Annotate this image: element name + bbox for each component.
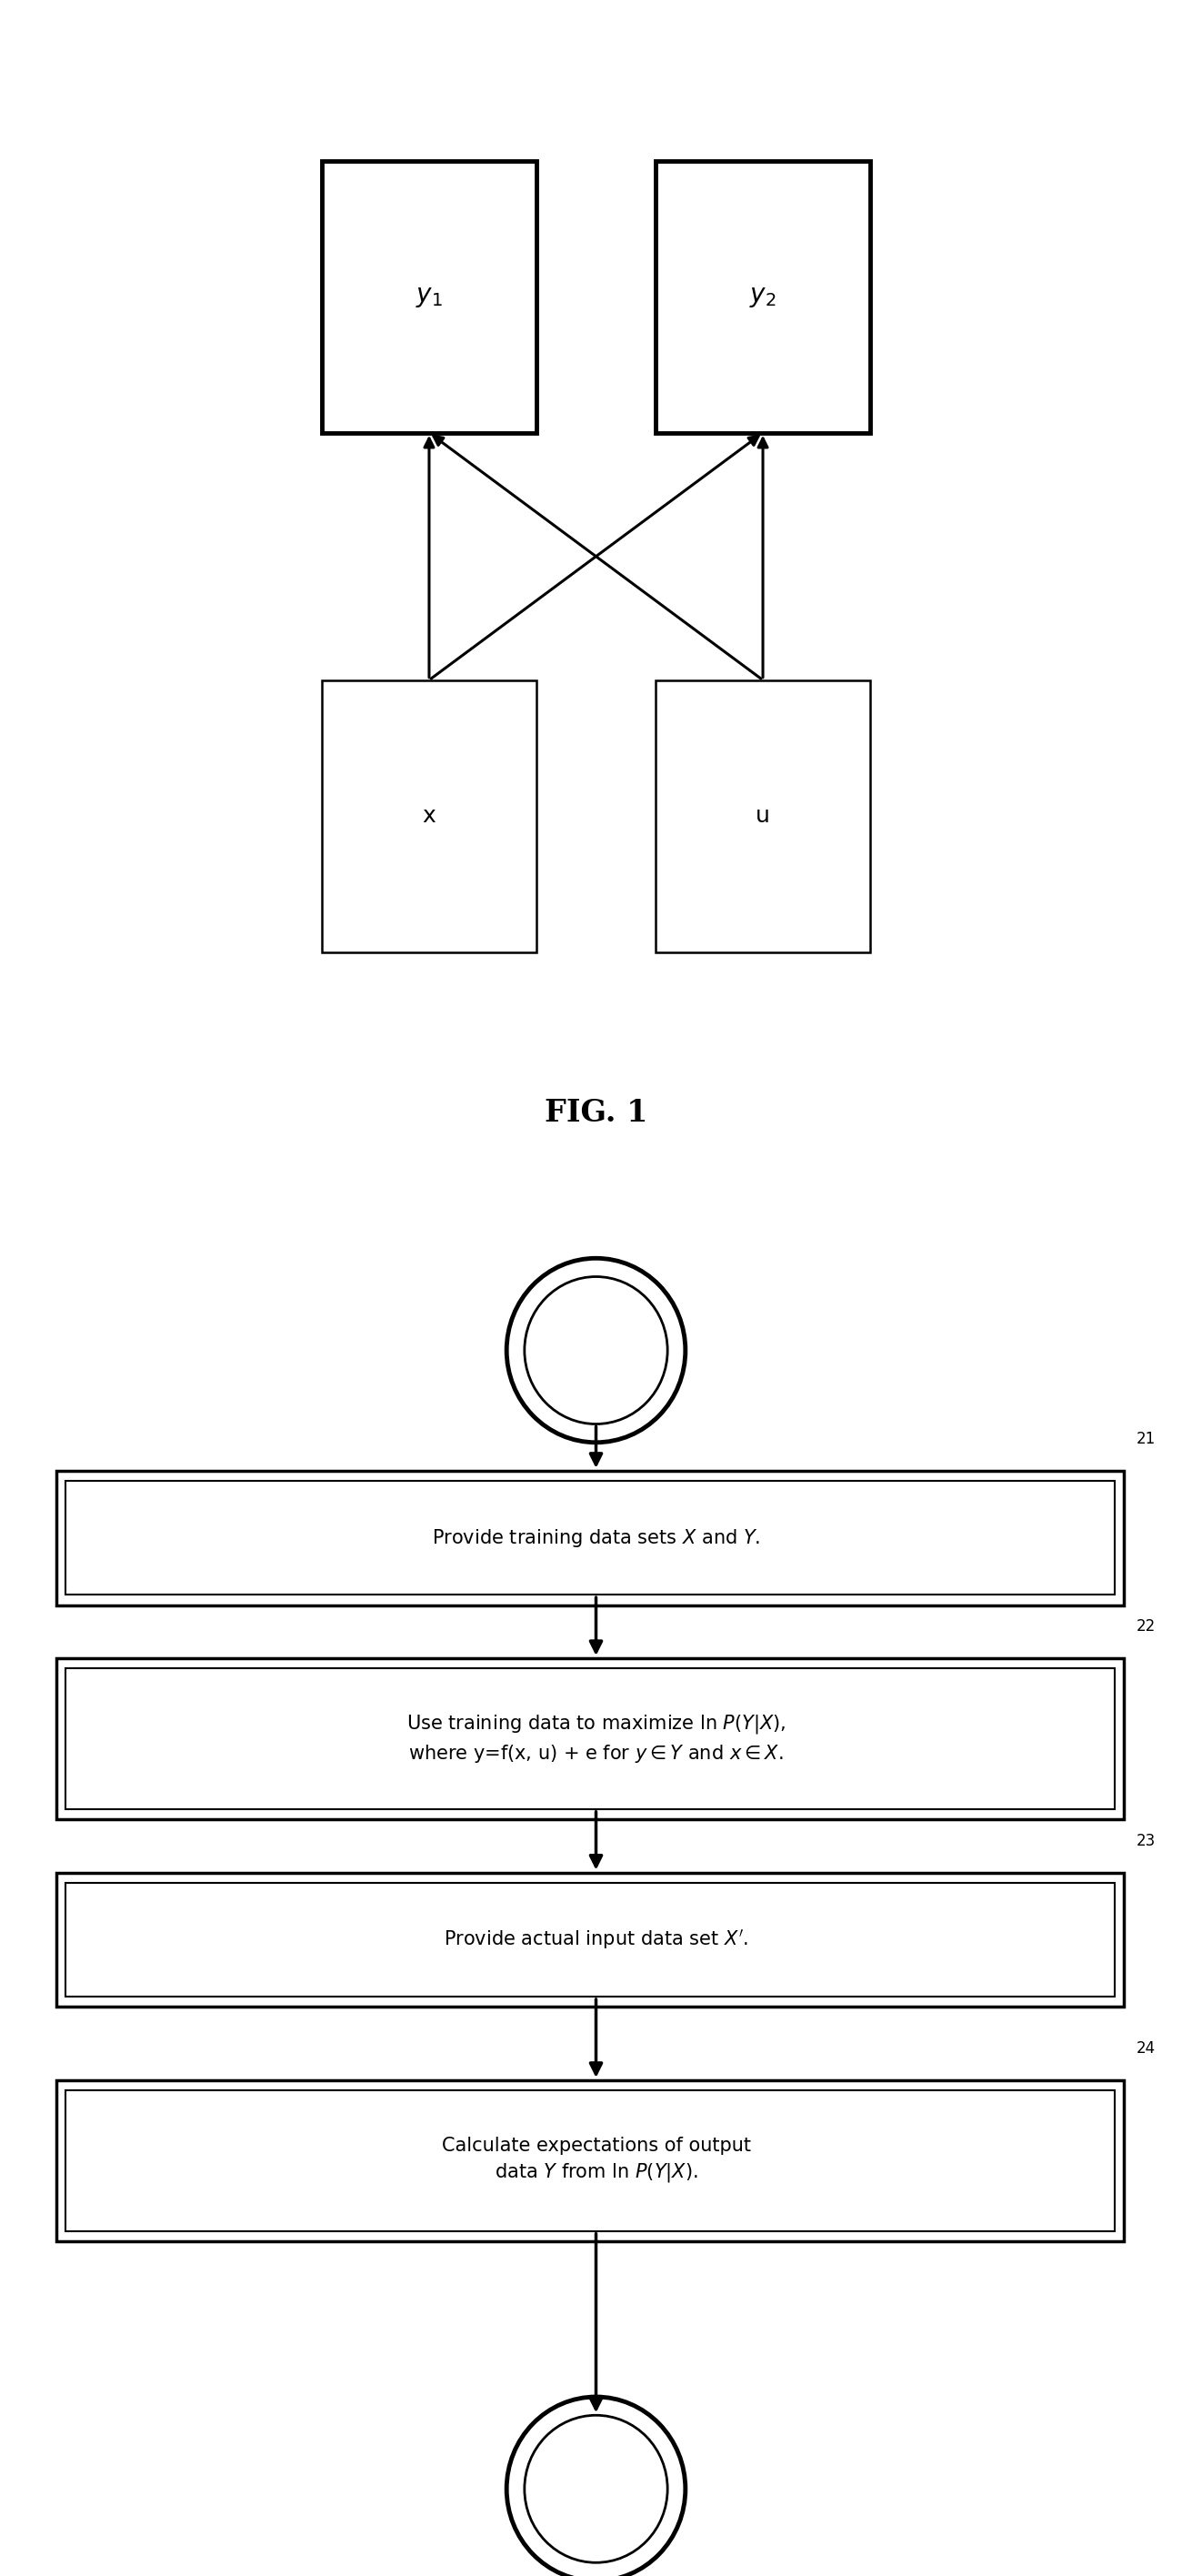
Text: FIG. 1: FIG. 1: [545, 1097, 647, 1128]
FancyArrowPatch shape: [590, 1427, 602, 1466]
FancyBboxPatch shape: [56, 1873, 1124, 2007]
Ellipse shape: [524, 2416, 668, 2563]
Text: Provide training data sets $X$ and $Y$.: Provide training data sets $X$ and $Y$.: [432, 1528, 760, 1548]
Ellipse shape: [524, 1278, 668, 1425]
FancyBboxPatch shape: [56, 2081, 1124, 2241]
FancyBboxPatch shape: [656, 160, 870, 433]
FancyArrowPatch shape: [758, 438, 768, 677]
Text: 24: 24: [1136, 2040, 1155, 2056]
Text: Calculate expectations of output
data $Y$ from ln $P(Y|X)$.: Calculate expectations of output data $Y…: [441, 2138, 751, 2184]
Text: Provide actual input data set $X'$.: Provide actual input data set $X'$.: [443, 1927, 749, 1953]
FancyArrowPatch shape: [434, 435, 760, 677]
FancyBboxPatch shape: [66, 1883, 1115, 1996]
Ellipse shape: [507, 1257, 685, 1443]
Text: u: u: [756, 806, 770, 827]
Text: 21: 21: [1136, 1432, 1155, 1448]
FancyArrowPatch shape: [590, 1597, 602, 1651]
FancyArrowPatch shape: [432, 435, 758, 677]
FancyBboxPatch shape: [656, 680, 870, 953]
Text: x: x: [422, 806, 436, 827]
Text: FIG. 2: FIG. 2: [545, 2527, 647, 2558]
FancyBboxPatch shape: [322, 160, 536, 433]
FancyBboxPatch shape: [66, 2092, 1115, 2231]
Text: $y_1$: $y_1$: [416, 283, 442, 309]
FancyArrowPatch shape: [590, 1811, 602, 1868]
FancyArrowPatch shape: [590, 2233, 602, 2409]
Text: 22: 22: [1136, 1618, 1155, 1636]
FancyArrowPatch shape: [590, 1999, 602, 2074]
FancyArrowPatch shape: [424, 438, 434, 677]
Text: $y_2$: $y_2$: [750, 283, 776, 309]
Ellipse shape: [507, 2396, 685, 2576]
FancyBboxPatch shape: [66, 1669, 1115, 1808]
FancyBboxPatch shape: [56, 1471, 1124, 1605]
FancyBboxPatch shape: [66, 1481, 1115, 1595]
FancyBboxPatch shape: [322, 680, 536, 953]
Text: 23: 23: [1136, 1834, 1155, 1850]
Text: Use training data to maximize ln $P(Y|X)$,
where y=f(x, u) + e for $y \in Y$ and: Use training data to maximize ln $P(Y|X)…: [406, 1713, 786, 1765]
FancyBboxPatch shape: [56, 1659, 1124, 1819]
